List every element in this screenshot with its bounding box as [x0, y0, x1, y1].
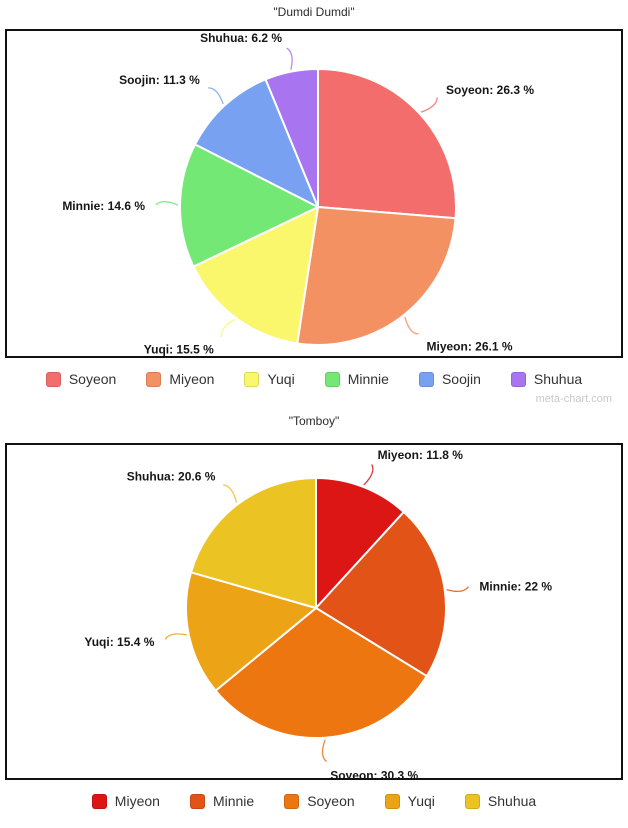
legend-swatch-yuqi	[244, 371, 260, 387]
legend-label-soojin: Soojin	[441, 371, 481, 387]
legend-swatch-soojin	[418, 371, 434, 387]
chart-frame-tomboy: Miyeon: 11.8 % Minnie: 22 % Soyeon: 30.3 %…	[5, 443, 623, 780]
legend-item-minnie: Minnie	[189, 793, 255, 809]
legend-item-miyeon: Miyeon	[146, 371, 214, 387]
pie-slice-soyeon	[214, 607, 428, 739]
chart-title-tomboy: "Tomboy"	[288, 414, 340, 428]
slice-leader-soojin	[208, 87, 224, 105]
legend-swatch-miyeon	[146, 371, 162, 387]
pie-slice-minnie	[315, 511, 447, 678]
legend-item-miyeon: Miyeon	[91, 793, 160, 809]
legend-label-shuhua: Shuhua	[533, 371, 583, 387]
legend-swatch-minnie	[324, 371, 340, 387]
legend-swatch-soyeon	[45, 371, 61, 387]
legend-item-yuqi: Yuqi	[244, 371, 295, 387]
slice-label-soyeon: Soyeon: 30.3 %	[330, 769, 418, 778]
legend-swatch-minnie	[189, 793, 205, 809]
chart-frame-dumdi-dumdi: Soyeon: 26.3 % Miyeon: 26.1 % Yuqi: 15.5 %…	[5, 29, 623, 358]
legend-item-shuhua: Shuhua	[510, 371, 583, 387]
legend-item-minnie: Minnie	[324, 371, 389, 387]
pie-slice-minnie	[179, 143, 319, 268]
pie-slice-shuhua	[264, 68, 319, 208]
legend-label-soyeon: Soyeon	[68, 371, 117, 387]
legend-swatch-shuhua	[510, 371, 526, 387]
legend-swatch-shuhua	[464, 793, 480, 809]
legend-swatch-yuqi	[384, 793, 400, 809]
legend-label-miyeon: Miyeon	[169, 371, 215, 387]
slice-label-soojin: Soojin: 11.3 %	[119, 73, 200, 87]
chart-title-dumdi-dumdi: "Dumdi Dumdi"	[273, 5, 355, 19]
slice-label-miyeon: Miyeon: 26.1 %	[427, 339, 513, 353]
slice-leader-minnie	[155, 200, 179, 206]
slice-leader-miyeon	[404, 316, 419, 335]
slice-label-shuhua: Shuhua: 6.2 %	[200, 31, 282, 45]
slice-label-soyeon: Soyeon: 26.3 %	[446, 83, 534, 97]
slice-leader-yuqi	[164, 633, 187, 640]
pie-chart-dumdi-dumdi: Soyeon: 26.3 % Miyeon: 26.1 % Yuqi: 15.5 %…	[62, 31, 534, 356]
watermark-text: meta-chart.com	[535, 393, 612, 405]
slice-label-shuhua: Shuhua: 20.6 %	[127, 470, 216, 484]
pie-slice-soojin	[194, 78, 319, 208]
legend-label-miyeon: Miyeon	[114, 793, 160, 809]
slice-leader-soyeon	[321, 739, 328, 763]
legend-item-yuqi: Yuqi	[384, 793, 435, 809]
slice-label-yuqi: Yuqi: 15.5 %	[144, 343, 214, 356]
legend-item-soyeon: Soyeon	[284, 793, 355, 809]
legend-swatch-soyeon	[284, 793, 300, 809]
legend-dumdi-dumdi: Soyeon Miyeon Yuqi Minnie Soojin Shuhua	[0, 369, 628, 389]
legend-swatch-miyeon	[91, 793, 107, 809]
pie-slice-miyeon	[315, 477, 405, 609]
pie-slice-yuqi	[184, 571, 317, 692]
pie-slice-yuqi	[192, 206, 319, 345]
pie-slice-soyeon	[317, 68, 457, 220]
pie-slice-shuhua	[189, 477, 317, 609]
legend-item-shuhua: Shuhua	[464, 793, 537, 809]
slice-label-minnie: Minnie: 22 %	[479, 579, 552, 593]
legend-tomboy: Miyeon Minnie Soyeon Yuqi Shuhua	[0, 791, 628, 811]
slice-leader-soyeon	[420, 97, 438, 113]
legend-item-soojin: Soojin	[418, 371, 481, 387]
pie-chart-tomboy: Miyeon: 11.8 % Minnie: 22 % Soyeon: 30.3 %…	[84, 448, 552, 778]
slice-leader-shuhua	[223, 484, 238, 503]
slice-leader-yuqi	[220, 318, 235, 338]
slice-leader-miyeon	[363, 464, 374, 486]
legend-label-shuhua: Shuhua	[487, 793, 537, 809]
legend-label-yuqi: Yuqi	[267, 371, 295, 387]
slice-leader-minnie	[446, 586, 470, 593]
legend-label-soyeon: Soyeon	[307, 793, 355, 809]
slice-leader-shuhua	[286, 47, 293, 70]
legend-label-minnie: Minnie	[347, 371, 389, 387]
slice-label-miyeon: Miyeon: 11.8 %	[378, 448, 464, 462]
legend-label-yuqi: Yuqi	[407, 793, 435, 809]
slice-label-yuqi: Yuqi: 15.4 %	[84, 635, 154, 649]
pie-slice-miyeon	[296, 206, 457, 346]
legend-label-minnie: Minnie	[212, 793, 255, 809]
slice-label-minnie: Minnie: 14.6 %	[62, 199, 145, 213]
legend-item-soyeon: Soyeon	[45, 371, 117, 387]
